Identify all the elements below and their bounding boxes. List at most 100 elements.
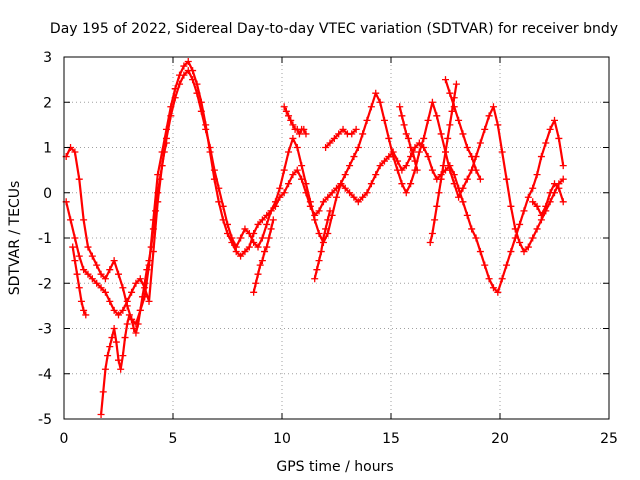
trace-segment [331, 197, 338, 216]
trace-segment [496, 278, 504, 293]
y-tick-label: 0 [43, 186, 52, 202]
trace-segment [544, 129, 552, 144]
trace-segment [187, 61, 194, 72]
trace-segment [475, 169, 482, 180]
trace-segment [496, 124, 504, 153]
trace-segment [536, 219, 543, 230]
trace-segment [287, 138, 294, 153]
trace-segment [117, 273, 124, 289]
series-track-9 [396, 103, 421, 174]
trace-segment [252, 223, 260, 234]
trace-segment [461, 133, 469, 148]
trace-segment [270, 201, 277, 212]
trace-segment [265, 210, 273, 225]
data-point [352, 125, 360, 133]
trace-segment [191, 79, 199, 94]
trace-segment [527, 237, 534, 248]
x-tick-label: 0 [60, 431, 69, 447]
trace-segment [444, 151, 451, 171]
trace-segment [514, 228, 521, 243]
x-tick-label: 10 [273, 431, 291, 447]
trace-segment [344, 165, 351, 176]
trace-segment [147, 251, 155, 302]
trace-segment [187, 70, 194, 81]
trace-segment [69, 146, 76, 153]
trace-segment [300, 178, 308, 194]
trace-segment [466, 215, 473, 230]
trace-segment [69, 219, 76, 239]
trace-segment [331, 187, 338, 194]
data-point [559, 162, 567, 170]
trace-segment [161, 129, 168, 153]
trace-segment [479, 129, 486, 144]
trace-segment [222, 219, 229, 234]
trace-segment [278, 169, 286, 189]
trace-segment [357, 133, 364, 148]
trace-segment [100, 287, 107, 294]
trace-segment [300, 165, 308, 184]
trace-segment [239, 250, 246, 257]
trace-segment [95, 264, 103, 275]
tick-labels: 0 5 10 15 20 25 -5 -4 -3 -2 -1 0 1 2 3 [38, 50, 618, 447]
trace-segment [540, 142, 547, 157]
trace-segment [536, 205, 543, 216]
trace-segment [152, 174, 159, 221]
series-track-11 [442, 76, 484, 183]
trace-segment [279, 191, 285, 199]
trace-segment [213, 169, 220, 189]
trace-segment [174, 74, 181, 90]
trace-segment [65, 201, 72, 221]
trace-segment [400, 183, 408, 194]
trace-segment [453, 174, 460, 189]
trace-segment [200, 111, 207, 130]
data-point [559, 198, 567, 206]
trace-segment [178, 65, 185, 76]
trace-segment [518, 210, 526, 225]
trace-segment [509, 206, 517, 230]
trace-segment [222, 206, 229, 225]
trace-segment [544, 192, 552, 207]
trace-segment [86, 246, 94, 257]
trace-segment [91, 255, 98, 266]
series-track-10 [426, 80, 460, 247]
data-point [162, 139, 170, 147]
trace-segment [257, 219, 264, 226]
axis-ticks [63, 56, 610, 420]
trace-segment [374, 165, 382, 176]
trace-segment [335, 183, 342, 198]
trace-segment [448, 169, 456, 185]
trace-segment [191, 70, 199, 85]
trace-segment [104, 291, 111, 302]
trace-segment [239, 228, 246, 239]
trace-segment [365, 106, 373, 121]
x-tick-label: 15 [382, 431, 400, 447]
trace-segment [152, 201, 159, 252]
trace-segment [326, 215, 334, 234]
trace-segment [474, 237, 482, 252]
trace-segment [313, 210, 320, 217]
trace-segment [283, 183, 290, 194]
trace-segment [392, 156, 399, 171]
x-axis-label: GPS time / hours [276, 459, 393, 475]
trace-segment [466, 147, 473, 158]
trace-segment [474, 142, 482, 157]
trace-segment [431, 101, 438, 117]
y-tick-label: 1 [43, 141, 52, 157]
trace-segment [121, 300, 129, 311]
trace-segment [287, 174, 294, 185]
trace-segment [304, 192, 312, 207]
trace-segment [431, 169, 438, 180]
y-tick-label: -5 [38, 412, 52, 428]
trace-segment [531, 228, 539, 239]
trace-segment [82, 268, 89, 275]
trace-segment [453, 106, 460, 121]
trace-segment [78, 255, 85, 271]
trace-segment [348, 156, 355, 167]
trace-segment [422, 147, 430, 158]
trace-segment [540, 205, 547, 216]
trace-segment [322, 196, 329, 203]
series-track-6 [280, 103, 310, 138]
trace-segment [549, 183, 556, 194]
trace-segment [78, 179, 85, 221]
